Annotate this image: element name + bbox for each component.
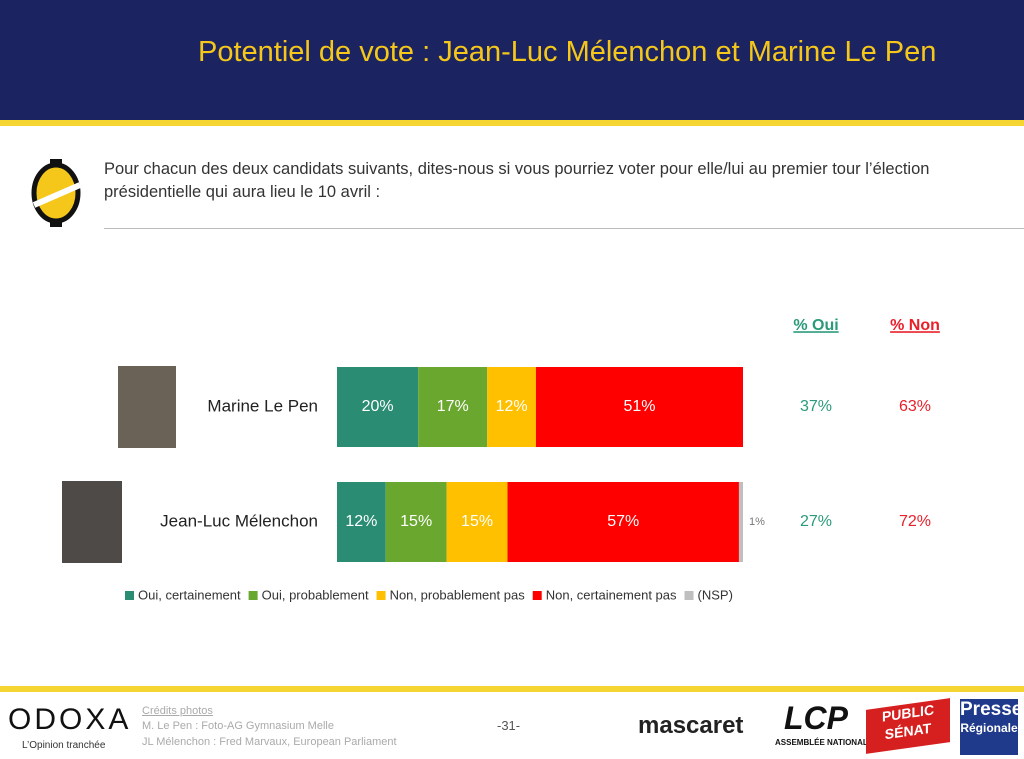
legend-label: Oui, certainement	[138, 587, 241, 602]
footer-rule	[0, 686, 1024, 692]
legend-swatch	[125, 591, 134, 600]
bar-segment	[446, 482, 508, 562]
value-label: 15%	[400, 513, 432, 530]
legend-label: (NSP)	[698, 587, 733, 602]
logo-box: Presse Régionale	[960, 699, 1023, 755]
page-number: -31-	[497, 718, 521, 733]
summary-header: % Oui	[793, 317, 838, 334]
legend-label: Oui, probablement	[262, 587, 369, 602]
legend-swatch	[532, 591, 542, 600]
title: Potentiel de vote : Jean-Luc Mélenchon e…	[198, 36, 937, 68]
summary-value: 27%	[800, 513, 832, 530]
value-label: 12%	[345, 513, 377, 530]
credits-title: Crédits photos	[142, 705, 213, 717]
category-label: Marine Le Pen	[207, 396, 318, 415]
legend-label: Non, probablement pas	[390, 587, 526, 602]
question-rule	[104, 228, 1024, 229]
legend-swatch	[248, 591, 258, 600]
value-label: 20%	[362, 398, 394, 415]
question-icon	[31, 159, 82, 227]
credits: JL Mélenchon : Fred Marvaux, European Pa…	[142, 736, 397, 748]
legend-swatch	[376, 591, 386, 600]
tagline: L’Opinion tranchée	[22, 740, 106, 751]
logo: Régionale	[960, 721, 1018, 735]
bar-segment	[418, 367, 488, 447]
bar-segment	[487, 367, 536, 447]
logo: LCP	[784, 700, 848, 736]
chart: Marine Le Pen 20% 17% 12% 51% 37% 63% Jean-Luc …	[125, 317, 940, 602]
summary-header: % Non	[890, 317, 940, 334]
value-label: 15%	[461, 513, 493, 530]
header-rule	[0, 120, 1024, 126]
bar-segment	[535, 367, 743, 447]
question: Pour chacun des deux candidats suivants,…	[104, 160, 930, 201]
summary-value: 72%	[899, 513, 931, 530]
value-label: 57%	[607, 513, 639, 530]
logo: Presse	[960, 699, 1023, 720]
header-band	[0, 0, 1024, 120]
photo	[118, 366, 176, 448]
logo: ASSEMBLÉE NATIONALE	[775, 738, 874, 747]
legend-label: Non, certainement pas	[546, 587, 677, 602]
value-label: 17%	[437, 398, 469, 415]
credits: M. Le Pen : Foto-AG Gymnasium Melle	[142, 720, 334, 732]
summary-value: 37%	[800, 398, 832, 415]
bar-segment	[738, 482, 743, 562]
photo	[62, 481, 122, 563]
logo: mascaret	[638, 712, 744, 739]
bar-segment	[507, 482, 739, 562]
legend-swatch	[684, 591, 694, 600]
category-label: Jean-Luc Mélenchon	[160, 511, 318, 530]
bar-segment	[337, 482, 386, 562]
bar-segment	[337, 367, 419, 447]
summary-value: 63%	[899, 398, 931, 415]
bar-segment	[385, 482, 447, 562]
value-label: 51%	[623, 398, 655, 415]
brand: ODOXA	[8, 703, 132, 736]
value-label: 12%	[496, 398, 528, 415]
logo: PUBLIC SÉNAT	[866, 698, 950, 754]
value-label: 1%	[749, 516, 765, 528]
